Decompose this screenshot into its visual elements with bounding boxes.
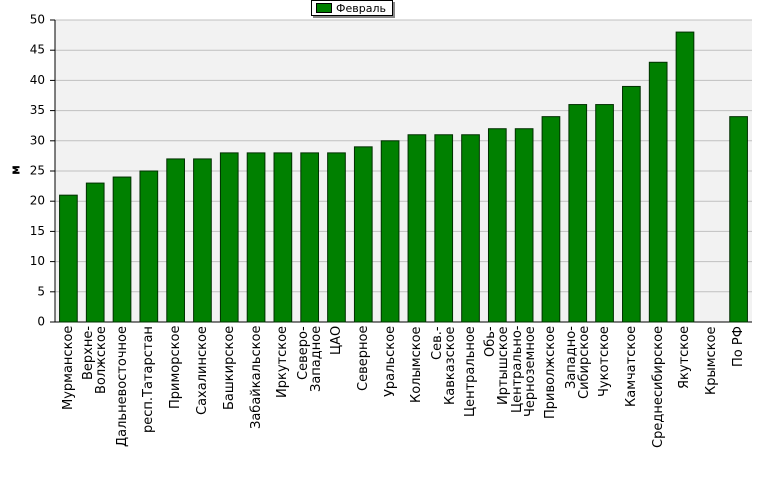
y-tick-label: 30 <box>30 133 45 147</box>
x-tick-label: Камчатское <box>623 326 639 408</box>
bar <box>327 152 346 323</box>
x-tick-label: респ.Татарстан <box>141 326 157 433</box>
x-tick-label: Иркутское <box>275 326 291 399</box>
x-tick-label: Уральское <box>382 326 398 398</box>
x-tick-label: Верхне- Волжское <box>81 326 110 394</box>
bar <box>622 85 641 323</box>
y-axis-label: м <box>9 165 23 175</box>
y-tick-label: 15 <box>30 224 45 238</box>
bar <box>85 182 105 323</box>
y-tick-label: 50 <box>30 13 45 27</box>
bar <box>112 176 132 323</box>
x-tick-label: Приволжское <box>543 326 559 420</box>
bar <box>514 128 534 323</box>
bar <box>59 194 78 323</box>
y-tick-label: 35 <box>30 103 45 117</box>
x-tick-label: Центрально- Черноземное <box>510 326 539 417</box>
bar <box>353 146 373 323</box>
x-tick-label: Западно- Сибирское <box>563 326 592 400</box>
bar <box>193 158 212 323</box>
bar <box>675 31 695 323</box>
bar <box>595 104 614 323</box>
legend-label: Февраль <box>336 1 386 15</box>
y-tick-label: 25 <box>30 164 45 178</box>
y-tick-label: 40 <box>30 73 45 87</box>
x-tick-label: Обь- Иртышское <box>483 326 512 405</box>
bar <box>300 152 320 323</box>
y-tick-label: 0 <box>37 315 45 329</box>
bar <box>487 128 507 323</box>
bar <box>434 134 454 323</box>
x-tick-label: Башкирское <box>221 326 237 411</box>
bar <box>273 152 293 323</box>
bar <box>648 61 668 323</box>
y-tick-label: 10 <box>30 254 45 268</box>
bar <box>166 158 185 323</box>
x-tick-label: Крымское <box>704 326 720 395</box>
y-tick-label: 20 <box>30 194 45 208</box>
x-tick-label: Приморское <box>168 326 184 410</box>
y-tick-label: 45 <box>30 43 45 57</box>
x-tick-label: Северное <box>355 326 371 392</box>
legend-swatch <box>316 3 332 13</box>
bar <box>541 116 561 323</box>
x-tick-label: Северо- Западное <box>295 326 324 393</box>
x-tick-label: Мурманское <box>60 326 76 411</box>
bar <box>568 104 588 323</box>
x-tick-label: Сев.- Кавказское <box>429 326 458 405</box>
x-tick-label: Якутское <box>677 326 693 390</box>
bar <box>380 140 400 323</box>
bar <box>729 116 748 323</box>
x-tick-label: Центральное <box>463 326 479 417</box>
bar <box>461 134 480 323</box>
bar <box>219 152 239 323</box>
bar <box>139 170 159 323</box>
x-tick-label: Колымское <box>409 326 425 403</box>
bar <box>407 134 427 323</box>
x-tick-label: По РФ <box>731 326 747 367</box>
x-tick-label: Сахалинское <box>194 326 210 415</box>
legend: Февраль <box>311 0 393 16</box>
x-tick-label: ЦАО <box>328 326 344 356</box>
x-tick-label: Дальневосточное <box>114 326 130 448</box>
x-tick-label: Забайкальское <box>248 326 264 430</box>
x-tick-label: Среднесибирское <box>650 326 666 449</box>
bar <box>246 152 266 323</box>
x-tick-label: Чукотское <box>597 326 613 397</box>
y-tick-label: 5 <box>37 284 45 298</box>
